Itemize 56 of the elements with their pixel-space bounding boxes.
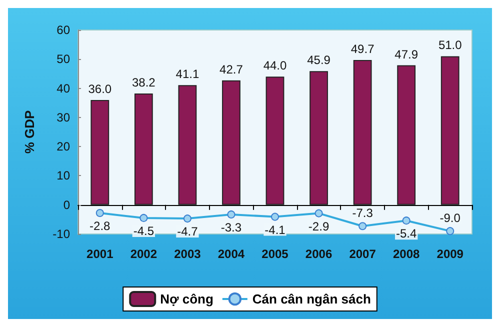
bar: [134, 94, 153, 205]
x-tick-label: 2005: [262, 247, 289, 261]
legend-label: Cán cân ngân sách: [252, 292, 371, 306]
data-label: 36.0: [88, 82, 112, 96]
data-label: 51.0: [438, 38, 462, 52]
x-tick-label: 2006: [305, 247, 332, 261]
y-tick-label: 0: [63, 198, 70, 212]
point: [358, 222, 367, 230]
data-label: -5.4: [396, 226, 417, 241]
point: [446, 227, 454, 236]
x-tick-label: 2008: [392, 247, 420, 261]
data-label: 38.2: [132, 76, 156, 90]
data-label: -2.8: [90, 219, 111, 234]
data-label: 45.9: [307, 53, 331, 68]
data-label: -4.1: [264, 222, 286, 237]
bar: [90, 100, 110, 205]
y-tick-label: 10: [56, 168, 70, 183]
data-label: 47.9: [394, 47, 418, 62]
y-tick-label: 40: [56, 81, 70, 96]
x-tick-label: 2002: [130, 247, 158, 261]
point: [96, 209, 104, 218]
y-tick-label: 30: [56, 110, 70, 124]
data-label: -7.3: [352, 206, 374, 220]
bar: [178, 85, 197, 205]
data-label: -9.0: [440, 211, 461, 226]
bar: [310, 71, 328, 205]
bar: [440, 56, 460, 205]
y-axis-title: % GDP: [22, 110, 37, 154]
y-tick-label: 60: [56, 23, 70, 37]
bar: [353, 60, 372, 205]
y-tick-label: -10: [52, 227, 70, 241]
point: [402, 216, 410, 225]
data-label: -4.7: [177, 224, 198, 239]
data-label: 44.0: [263, 58, 287, 73]
x-tick-label: 2003: [174, 247, 202, 261]
data-label: -4.5: [133, 224, 154, 238]
x-tick-label: 2009: [436, 247, 464, 261]
data-label: -3.3: [220, 220, 242, 234]
y-tick-label: 50: [56, 52, 70, 66]
point: [271, 212, 279, 221]
point: [314, 209, 323, 218]
data-label: 49.7: [350, 42, 375, 56]
point: [183, 214, 192, 223]
legend-label: Nợ công: [160, 292, 214, 306]
data-label: 42.7: [220, 62, 244, 76]
data-label: 41.1: [176, 67, 200, 82]
x-tick-label: 2004: [218, 247, 245, 261]
x-tick-label: 2001: [86, 247, 114, 261]
bar: [397, 65, 416, 205]
bar: [266, 76, 284, 205]
bar: [222, 80, 240, 205]
point: [227, 210, 236, 218]
point: [140, 214, 148, 222]
y-tick-label: 20: [56, 140, 70, 154]
x-tick-label: 2007: [349, 247, 376, 261]
data-label: -2.9: [308, 219, 330, 234]
